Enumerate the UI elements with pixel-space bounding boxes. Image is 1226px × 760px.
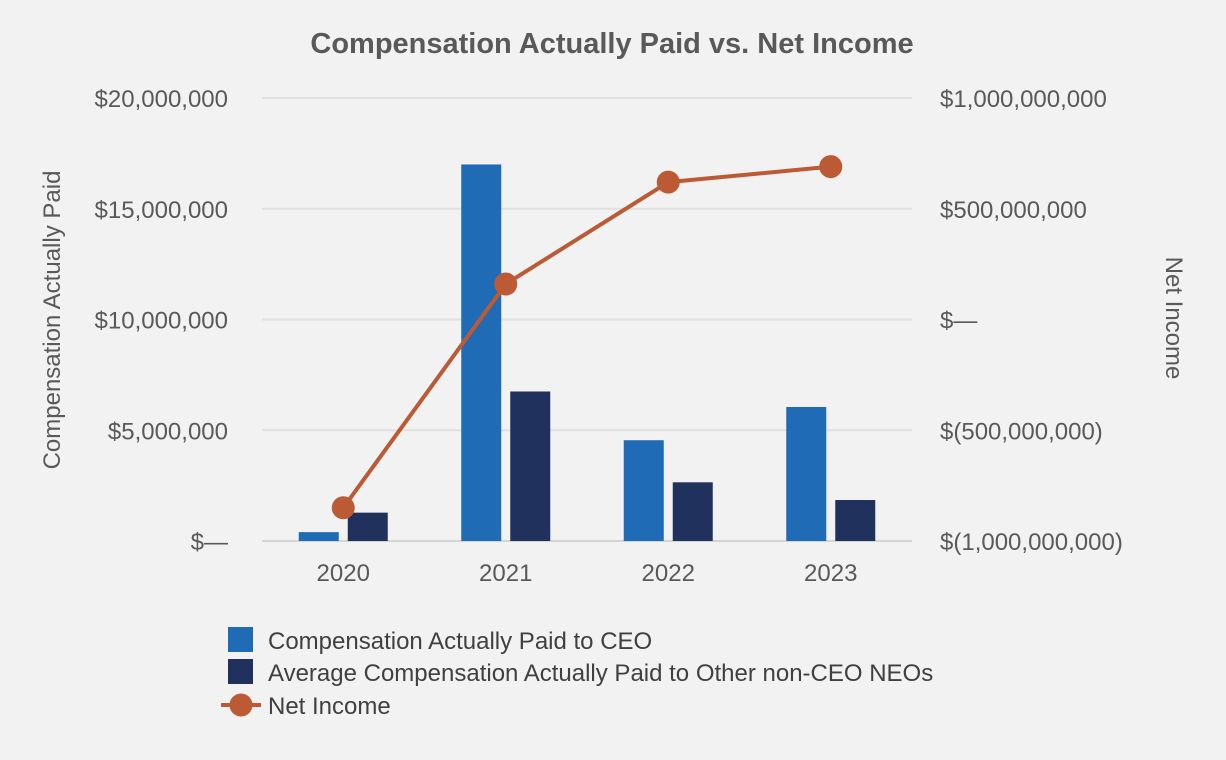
bar-non-ceo-neos-2022: [672, 482, 713, 541]
right-axis-ticks: $(1,000,000,000) $(500,000,000) $— $500,000…: [940, 86, 1123, 556]
right-axis-title: Net Income: [1160, 257, 1187, 380]
legend-label: Compensation Actually Paid to CEO: [268, 628, 652, 655]
x-axis-labels: 2020 2021 2022 2023: [317, 560, 858, 587]
net-income-point-2021: [494, 272, 518, 296]
left-tick-label: $—: [191, 529, 228, 556]
legend: Compensation Actually Paid to CEO Average…: [221, 627, 933, 720]
right-tick-label: $1,000,000,000: [940, 86, 1107, 113]
legend-swatch-ceo: [228, 627, 253, 652]
bar-ceo-2021: [461, 164, 502, 541]
left-tick-label: $20,000,000: [95, 86, 228, 113]
right-tick-label: $(1,000,000,000): [940, 529, 1123, 556]
left-tick-label: $10,000,000: [95, 308, 228, 335]
x-tick-label: 2022: [642, 560, 695, 587]
legend-swatch-non-ceo-neos: [228, 659, 253, 684]
x-tick-label: 2021: [479, 560, 532, 587]
left-axis-ticks: $— $5,000,000 $10,000,000 $15,000,000 $20,00…: [95, 86, 228, 556]
net-income-line-layer: [331, 155, 843, 520]
bar-non-ceo-neos-2021: [510, 391, 551, 541]
legend-label: Average Compensation Actually Paid to Ot…: [268, 660, 933, 687]
right-tick-label: $—: [940, 308, 977, 335]
x-tick-label: 2020: [317, 560, 370, 587]
bar-ceo-2023: [786, 406, 827, 541]
bar-non-ceo-neos-2023: [835, 500, 876, 541]
right-tick-label: $500,000,000: [940, 197, 1087, 224]
bars: [298, 164, 876, 541]
left-tick-label: $15,000,000: [95, 197, 228, 224]
net-income-point-2022: [656, 170, 680, 194]
legend-marker-net-income: [229, 693, 253, 717]
left-tick-label: $5,000,000: [108, 418, 228, 445]
bar-non-ceo-neos-2020: [347, 512, 388, 541]
net-income-point-2023: [819, 155, 843, 179]
x-tick-label: 2023: [804, 560, 857, 587]
net-income-point-2020: [331, 496, 355, 520]
right-tick-label: $(500,000,000): [940, 418, 1103, 445]
legend-label: Net Income: [268, 693, 391, 720]
chart-title: Compensation Actually Paid vs. Net Incom…: [310, 28, 913, 60]
left-axis-title: Compensation Actually Paid: [39, 171, 66, 470]
bar-ceo-2022: [623, 440, 664, 541]
bar-ceo-2020: [298, 532, 339, 541]
net-income-line: [341, 164, 831, 509]
